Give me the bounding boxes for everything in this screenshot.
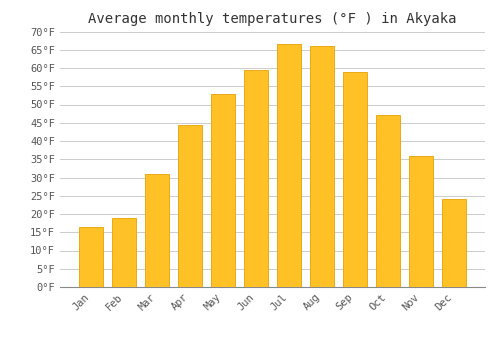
Bar xyxy=(146,174,169,287)
Bar xyxy=(244,70,268,287)
Bar xyxy=(310,46,334,287)
Bar xyxy=(178,125,202,287)
Bar xyxy=(376,116,400,287)
Bar xyxy=(80,227,103,287)
Bar xyxy=(112,218,136,287)
Bar xyxy=(277,44,301,287)
Bar xyxy=(409,156,432,287)
Title: Average monthly temperatures (°F ) in Akyaka: Average monthly temperatures (°F ) in Ak… xyxy=(88,12,457,26)
Bar xyxy=(343,72,367,287)
Bar xyxy=(442,199,466,287)
Bar xyxy=(211,93,235,287)
